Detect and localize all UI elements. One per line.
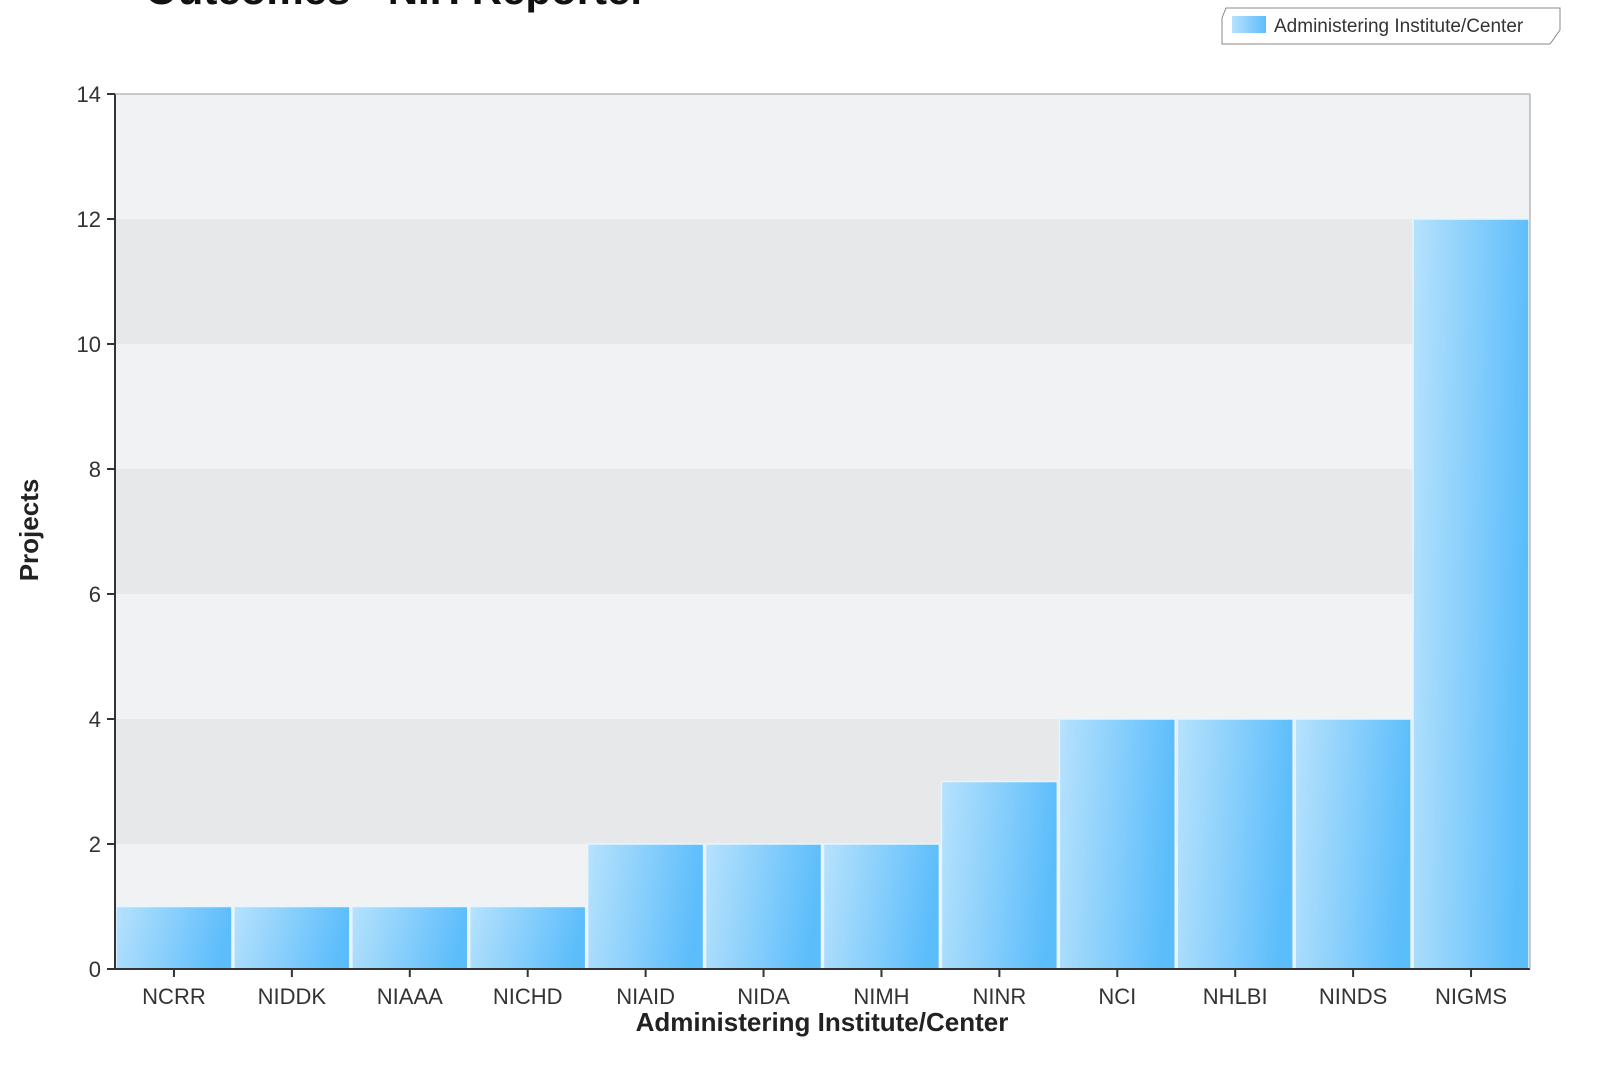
y-tick-label: 12 [77,207,101,232]
x-tick-label: NIMH [853,984,909,1009]
bar-niaid[interactable] [586,843,705,970]
x-tick-label: NIAID [616,984,675,1009]
grid-band [115,719,1530,844]
x-tick-label: NCRR [142,984,206,1009]
x-tick-label: NINR [972,984,1026,1009]
x-tick-label: NIGMS [1435,984,1507,1009]
x-tick-label: NIDA [737,984,790,1009]
grid-band [115,94,1530,219]
y-axis-ticks: 0 2 4 6 8 10 12 14 [77,82,115,982]
legend-box [1221,7,1561,45]
grid-band [115,469,1530,594]
x-tick-label: NIAAA [377,984,443,1009]
y-tick-label: 10 [77,332,101,357]
grid-band [115,844,1530,969]
legend-swatch [1232,16,1266,33]
grid-band [115,594,1530,719]
x-tick-label: NIDDK [258,984,327,1009]
x-tick-label: NICHD [493,984,563,1009]
bar-niddk[interactable] [233,905,351,970]
bar-niaaa[interactable] [351,905,469,970]
y-tick-label: 14 [77,82,101,107]
bar-ncrr[interactable] [115,905,233,970]
bar-nhlbi[interactable] [1176,718,1294,970]
bar-nimh[interactable] [822,843,941,970]
grid-band [115,344,1530,469]
y-tick-label: 4 [89,707,101,732]
bar-nida[interactable] [704,843,823,970]
bar-nci[interactable] [1058,718,1177,970]
bar-nigms[interactable] [1412,218,1530,970]
x-axis-ticks: NCRR NIDDK NIAAA NICHD NIAID NIDA NIMH NINR NCI N… [142,969,1507,1009]
y-tick-label: 6 [89,582,101,607]
plot-background [115,94,1530,969]
x-axis-title: Administering Institute/Center [636,1007,1009,1037]
bar-nichd[interactable] [469,905,587,970]
bars-group [115,218,1530,970]
x-tick-label: NHLBI [1203,984,1268,1009]
legend-label: Administering Institute/Center [1274,16,1524,37]
bar-ninr[interactable] [940,780,1059,970]
y-tick-label: 8 [89,457,101,482]
bar-ninds[interactable] [1294,718,1412,970]
axes [114,93,1531,970]
y-tick-label: 2 [89,832,101,857]
x-tick-label: NCI [1098,984,1136,1009]
y-axis-title: Projects [14,479,44,582]
x-tick-label: NINDS [1319,984,1387,1009]
chart-title: Outcomes - NIH Reporter [145,0,647,13]
grid-band [115,219,1530,344]
legend: Administering Institute/Center [1221,7,1561,45]
y-tick-label: 0 [89,957,101,982]
